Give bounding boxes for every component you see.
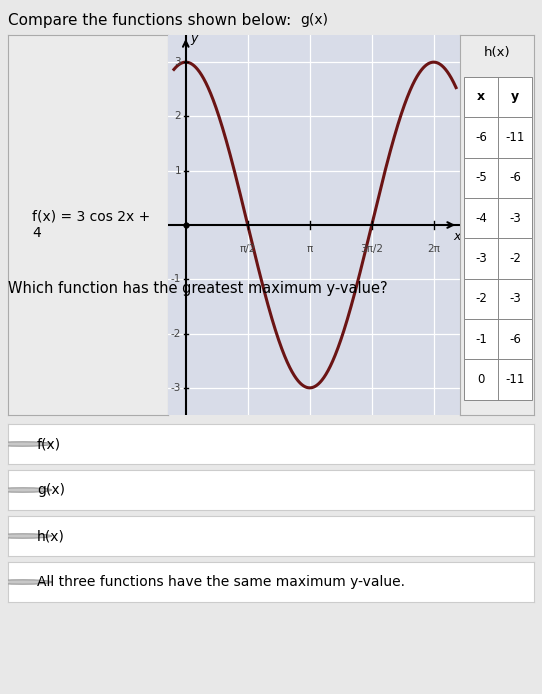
Text: π/2: π/2 bbox=[240, 244, 256, 254]
Text: -3: -3 bbox=[171, 383, 181, 393]
Text: -1: -1 bbox=[171, 274, 181, 285]
Text: f(x): f(x) bbox=[37, 437, 61, 451]
Circle shape bbox=[0, 442, 51, 446]
Text: -3: -3 bbox=[509, 292, 521, 305]
Text: 3: 3 bbox=[175, 57, 181, 67]
Text: -2: -2 bbox=[475, 292, 487, 305]
Circle shape bbox=[0, 534, 51, 539]
Text: g(x): g(x) bbox=[300, 13, 328, 27]
Text: x: x bbox=[477, 90, 485, 103]
Text: 0: 0 bbox=[478, 373, 485, 386]
Text: 1: 1 bbox=[175, 166, 181, 176]
Text: Compare the functions shown below:: Compare the functions shown below: bbox=[8, 13, 291, 28]
Text: -6: -6 bbox=[509, 332, 521, 346]
Text: -11: -11 bbox=[505, 373, 525, 386]
Text: x: x bbox=[454, 230, 461, 243]
Text: π: π bbox=[307, 244, 313, 254]
Text: -3: -3 bbox=[509, 212, 521, 225]
Text: -11: -11 bbox=[505, 131, 525, 144]
Text: f(x) = 3 cos 2x +
4: f(x) = 3 cos 2x + 4 bbox=[32, 210, 150, 240]
Text: -5: -5 bbox=[475, 171, 487, 184]
Text: 2π: 2π bbox=[427, 244, 440, 254]
Text: Which function has the greatest maximum y-value?: Which function has the greatest maximum … bbox=[8, 280, 388, 296]
Text: 3π/2: 3π/2 bbox=[360, 244, 383, 254]
Text: g(x): g(x) bbox=[37, 483, 65, 497]
Text: 2: 2 bbox=[175, 112, 181, 121]
Text: y: y bbox=[511, 90, 519, 103]
Text: -1: -1 bbox=[475, 332, 487, 346]
Text: -6: -6 bbox=[475, 131, 487, 144]
Text: h(x): h(x) bbox=[483, 46, 511, 60]
Text: -2: -2 bbox=[171, 328, 181, 339]
Circle shape bbox=[0, 579, 51, 584]
Text: -2: -2 bbox=[509, 252, 521, 265]
Text: All three functions have the same maximum y-value.: All three functions have the same maximu… bbox=[37, 575, 405, 589]
Text: h(x): h(x) bbox=[37, 529, 65, 543]
Text: -6: -6 bbox=[509, 171, 521, 184]
Circle shape bbox=[0, 488, 51, 492]
Text: y: y bbox=[190, 31, 198, 44]
Text: -4: -4 bbox=[475, 212, 487, 225]
Text: -3: -3 bbox=[475, 252, 487, 265]
